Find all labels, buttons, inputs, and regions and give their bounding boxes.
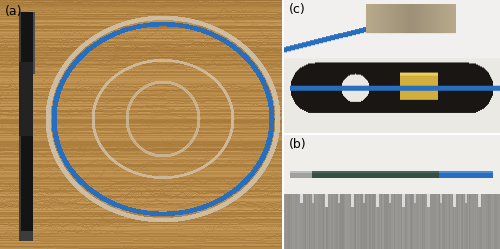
Text: (b): (b) xyxy=(289,138,306,151)
Text: (a): (a) xyxy=(5,5,22,18)
Text: (c): (c) xyxy=(289,3,306,16)
